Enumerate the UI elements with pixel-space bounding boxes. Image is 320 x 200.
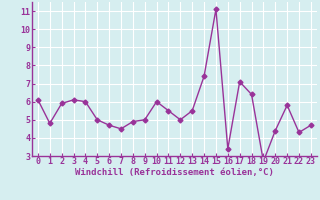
X-axis label: Windchill (Refroidissement éolien,°C): Windchill (Refroidissement éolien,°C): [75, 168, 274, 177]
